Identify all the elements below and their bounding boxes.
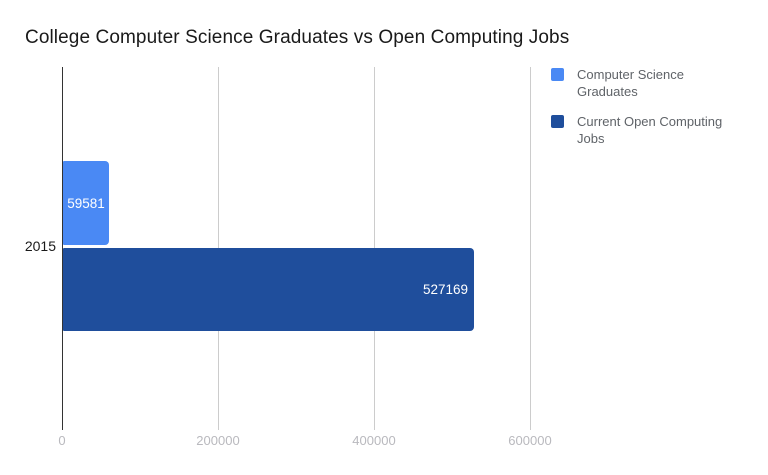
x-axis-zero-baseline	[62, 67, 63, 430]
bar-value-label: 527169	[422, 282, 468, 297]
bar-value-label: 59581	[67, 195, 105, 211]
chart-title: College Computer Science Graduates vs Op…	[25, 27, 570, 48]
x-tick-label: 200000	[196, 433, 240, 448]
y-axis-category-label: 2015	[24, 238, 56, 254]
legend-swatch-icon	[551, 115, 564, 128]
legend-label: Current Open Computing Jobs	[577, 114, 723, 146]
x-tick-label: 0	[58, 433, 66, 448]
legend-swatch-icon	[551, 68, 564, 81]
plot-area: 59581 527169	[62, 67, 702, 430]
gridline	[530, 67, 531, 430]
legend-label: Computer Science Graduates	[577, 67, 684, 99]
legend-item-computer-science-graduates[interactable]: Computer Science Graduates	[551, 66, 745, 100]
bar-current-open-computing-jobs[interactable]: 527169	[63, 248, 474, 331]
x-tick-label: 600000	[508, 433, 552, 448]
x-tick-label: 400000	[352, 433, 396, 448]
legend-item-current-open-computing-jobs[interactable]: Current Open Computing Jobs	[551, 113, 745, 147]
bar-computer-science-graduates[interactable]: 59581	[63, 161, 109, 245]
